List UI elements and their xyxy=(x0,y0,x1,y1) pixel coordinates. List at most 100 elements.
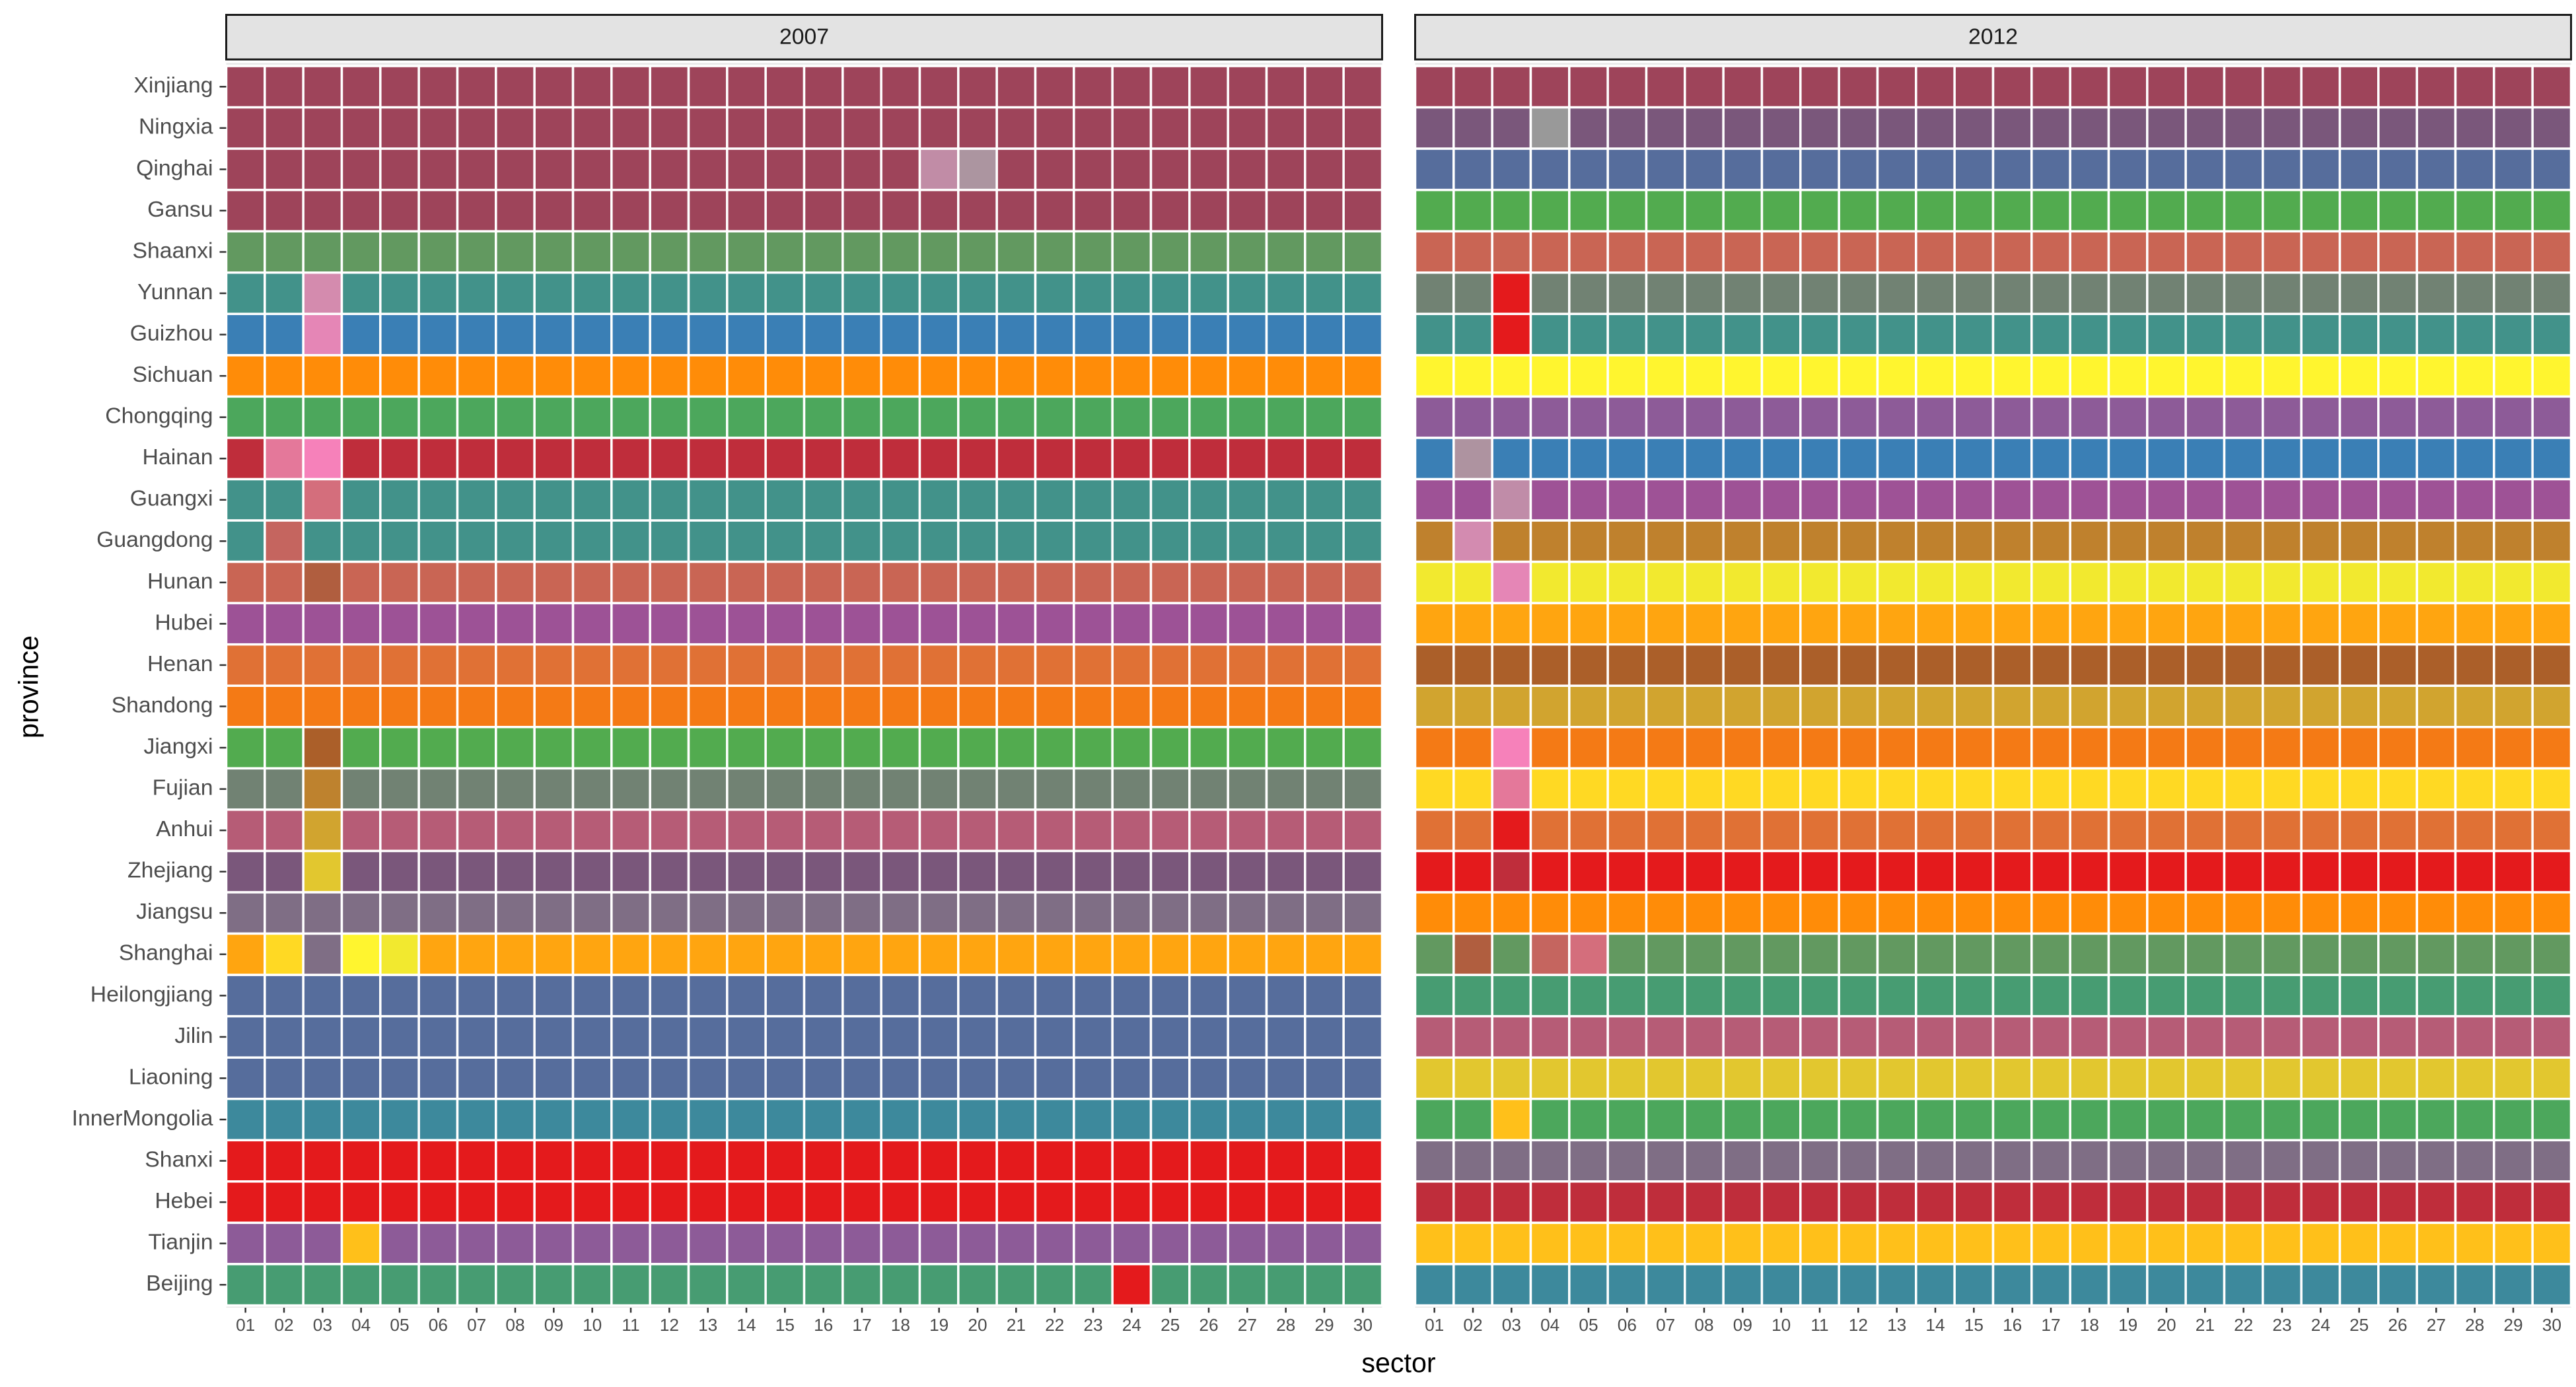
cell-2012-Ningxia-18 xyxy=(2069,106,2110,150)
cell-2007-Fujian-15 xyxy=(764,767,806,811)
cell-2012-InnerMongolia-01 xyxy=(1413,1098,1455,1142)
cell-2007-Shanghai-15 xyxy=(764,932,806,976)
cell-2007-Fujian-24 xyxy=(1111,767,1153,811)
cell-2012-Hainan-06 xyxy=(1606,437,1648,481)
cell-2007-Jiangsu-29 xyxy=(1304,891,1345,935)
cell-2012-Ningxia-09 xyxy=(1722,106,1764,150)
cell-2007-Hebei-28 xyxy=(1265,1180,1306,1225)
cell-2012-Chongqing-07 xyxy=(1645,395,1686,439)
cell-2012-Shaanxi-30 xyxy=(2531,230,2573,274)
cell-2012-InnerMongolia-22 xyxy=(2223,1098,2264,1142)
cell-2012-Hubei-03 xyxy=(1491,602,1532,646)
cell-2012-Qinghai-16 xyxy=(1991,147,2033,192)
cell-2007-Guangxi-25 xyxy=(1149,478,1191,522)
cell-2012-Zhejiang-27 xyxy=(2415,849,2457,894)
cell-2007-Yunnan-09 xyxy=(533,271,575,316)
cell-2012-Shaanxi-15 xyxy=(1953,230,1995,274)
cell-2012-Tianjin-23 xyxy=(2262,1221,2303,1265)
cell-2007-Qinghai-23 xyxy=(1073,147,1114,192)
cell-2007-Hainan-23 xyxy=(1073,437,1114,481)
cell-2012-Shaanxi-21 xyxy=(2184,230,2226,274)
cell-2012-Hubei-18 xyxy=(2069,602,2110,646)
cell-2007-Gansu-15 xyxy=(764,188,806,232)
cell-2012-Jiangxi-11 xyxy=(1799,726,1840,770)
x-tick-label: 14 xyxy=(736,1315,756,1335)
cell-2007-Hainan-09 xyxy=(533,437,575,481)
cell-2012-Chongqing-02 xyxy=(1452,395,1493,439)
cell-2012-Fujian-22 xyxy=(2223,767,2264,811)
cell-2012-InnerMongolia-19 xyxy=(2107,1098,2149,1142)
cell-2007-Zhejiang-05 xyxy=(379,849,420,894)
cell-2007-Shandong-13 xyxy=(687,684,729,729)
cell-2007-Guangdong-04 xyxy=(340,519,382,563)
cell-2007-Shanghai-03 xyxy=(302,932,343,976)
cell-2007-Liaoning-18 xyxy=(880,1056,921,1100)
cell-2012-Jilin-14 xyxy=(1915,1014,1956,1059)
cell-2007-Zhejiang-01 xyxy=(225,849,266,894)
y-tick-label: Guizhou xyxy=(130,320,213,345)
cell-2012-Jiangsu-03 xyxy=(1491,891,1532,935)
cell-2007-Shaanxi-30 xyxy=(1342,230,1384,274)
cell-2012-Jiangxi-14 xyxy=(1915,726,1956,770)
cell-2007-Jilin-02 xyxy=(264,1014,304,1059)
cell-2012-Hubei-11 xyxy=(1799,602,1840,646)
cell-2012-Heilongjiang-16 xyxy=(1991,974,2033,1018)
cell-2007-Beijing-25 xyxy=(1149,1263,1191,1307)
cell-2012-Hebei-13 xyxy=(1876,1180,1917,1225)
cell-2012-Yunnan-16 xyxy=(1991,271,2033,316)
cell-2012-Liaoning-21 xyxy=(2184,1056,2226,1100)
cell-2007-Shaanxi-05 xyxy=(379,230,420,274)
cell-2012-Beijing-05 xyxy=(1568,1263,1609,1307)
cell-2012-Hubei-02 xyxy=(1452,602,1493,646)
cell-2007-Hainan-28 xyxy=(1265,437,1306,481)
cell-2007-Jiangxi-05 xyxy=(379,726,420,770)
cell-2007-Guangdong-17 xyxy=(841,519,882,563)
cell-2007-Beijing-11 xyxy=(610,1263,651,1307)
cell-2007-Jiangxi-15 xyxy=(764,726,806,770)
cell-2007-Gansu-30 xyxy=(1342,188,1384,232)
cell-2007-Hubei-25 xyxy=(1149,602,1191,646)
cell-2012-Hebei-09 xyxy=(1722,1180,1764,1225)
cell-2007-Yunnan-02 xyxy=(264,271,304,316)
cell-2007-Shaanxi-17 xyxy=(841,230,882,274)
cell-2007-Chongqing-15 xyxy=(764,395,806,439)
cell-2012-Shaanxi-16 xyxy=(1991,230,2033,274)
cell-2012-Ningxia-21 xyxy=(2184,106,2226,150)
cell-2007-Guangxi-21 xyxy=(995,478,1037,522)
cell-2007-Guangxi-01 xyxy=(225,478,266,522)
cell-2007-Jiangxi-02 xyxy=(264,726,304,770)
cell-2012-Guangxi-16 xyxy=(1991,478,2033,522)
cell-2007-Shaanxi-08 xyxy=(495,230,536,274)
cell-2012-Hunan-07 xyxy=(1645,560,1686,604)
cell-2007-Tianjin-22 xyxy=(1034,1221,1075,1265)
cell-2012-Sichuan-27 xyxy=(2415,354,2457,398)
cell-2012-Zhejiang-07 xyxy=(1645,849,1686,894)
cell-2012-Tianjin-14 xyxy=(1915,1221,1956,1265)
cell-2007-Hainan-15 xyxy=(764,437,806,481)
cell-2012-InnerMongolia-07 xyxy=(1645,1098,1686,1142)
cell-2012-Qinghai-18 xyxy=(2069,147,2110,192)
cell-2012-Hubei-05 xyxy=(1568,602,1609,646)
cell-2012-Henan-09 xyxy=(1722,643,1764,687)
cell-2012-Sichuan-09 xyxy=(1722,354,1764,398)
cell-2007-Qinghai-30 xyxy=(1342,147,1384,192)
cell-2007-Shaanxi-15 xyxy=(764,230,806,274)
cell-2007-Guangxi-17 xyxy=(841,478,882,522)
cell-2007-Hainan-02 xyxy=(264,437,304,481)
cell-2012-InnerMongolia-24 xyxy=(2300,1098,2342,1142)
x-tick-label: 21 xyxy=(2196,1315,2215,1335)
cell-2007-Heilongjiang-25 xyxy=(1149,974,1191,1018)
cell-2007-Qinghai-25 xyxy=(1149,147,1191,192)
cell-2007-Qinghai-04 xyxy=(340,147,382,192)
cell-2007-Guizhou-04 xyxy=(340,312,382,357)
cell-2012-Hunan-12 xyxy=(1838,560,1879,604)
cell-2012-Liaoning-05 xyxy=(1568,1056,1609,1100)
cell-2012-Shaanxi-20 xyxy=(2146,230,2187,274)
cell-2012-Guizhou-03 xyxy=(1491,312,1532,357)
cell-2007-Hebei-05 xyxy=(379,1180,420,1225)
cell-2007-Xinjiang-08 xyxy=(495,65,536,109)
cell-2007-Tianjin-28 xyxy=(1265,1221,1306,1265)
cell-2012-Gansu-27 xyxy=(2415,188,2457,232)
cell-2012-Guangdong-20 xyxy=(2146,519,2187,563)
cell-2007-Shanxi-06 xyxy=(417,1139,459,1183)
